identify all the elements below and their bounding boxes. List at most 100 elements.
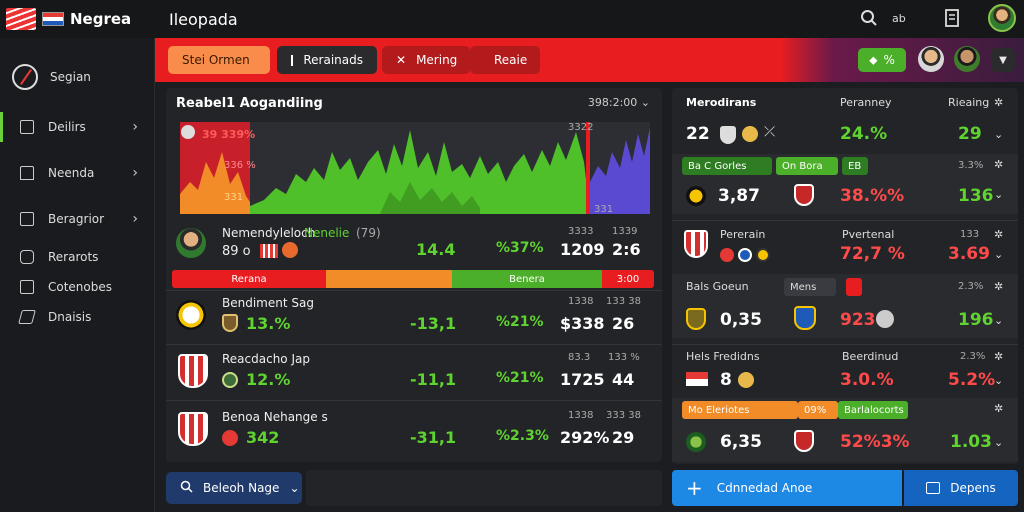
chevron-down-icon[interactable]: ⌄ (994, 248, 1004, 261)
row-name: Benoa Nehange s (222, 410, 328, 424)
chevron-down-icon[interactable]: ⌄ (994, 128, 1004, 141)
settings-icon[interactable]: ✲ (994, 280, 1004, 293)
right-row-value: 38.%% (840, 186, 905, 206)
club-crest-icon (794, 430, 814, 452)
brand-name: Negrea (70, 10, 132, 28)
chevron-down-icon[interactable]: ⌄ (994, 314, 1004, 327)
ribbon-button-mering[interactable]: ✕ Mering (382, 46, 470, 74)
chevron-right-icon: › (132, 119, 138, 135)
flag-icon (260, 244, 278, 258)
ribbon-button-reaie[interactable]: Reaie (470, 46, 540, 74)
chevron-right-icon: › (132, 165, 138, 181)
right-row-value: 52%3% (840, 432, 910, 452)
window-icon (291, 54, 294, 66)
row-sub: 342 (246, 428, 280, 447)
row-value-score: 29 (612, 428, 635, 447)
right-muted: 2.3% (960, 351, 986, 362)
settings-icon[interactable]: ✲ (994, 96, 1004, 109)
sidebar-item-dnaisis[interactable]: Dnaisis (0, 302, 154, 332)
right-row-value: 3.69 (948, 244, 990, 264)
chart-corner-label: 3322 (568, 122, 594, 133)
club-crest-icon (742, 126, 758, 142)
reports-button-label: Depens (950, 481, 996, 495)
activity-chart (180, 122, 650, 214)
reports-button[interactable]: Depens (904, 470, 1018, 506)
ribbon-avatar-2[interactable] (954, 46, 980, 72)
right-row-value: 24.% (840, 124, 888, 144)
search-icon (180, 480, 193, 496)
sidebar-item-neenda[interactable]: Neenda › (0, 150, 154, 196)
club-crest-icon (686, 186, 706, 206)
chart-marker (586, 122, 590, 214)
sidebar-item-label: Rerarots (48, 250, 99, 264)
column-header: Merodirans (686, 96, 757, 109)
row-muted: 1338 (568, 296, 594, 307)
settings-icon[interactable]: ✲ (994, 350, 1004, 363)
club-crest-icon (794, 184, 814, 206)
ribbon-button-primary[interactable]: Stei Ormen (168, 46, 270, 74)
sidebar-header[interactable]: Segian (0, 38, 154, 98)
ribbon-button-label: Rerainads (303, 53, 363, 67)
row-value-change: -31,1 (410, 428, 457, 447)
panel-time-selector[interactable]: 398:2:00 ⌄ (588, 96, 650, 109)
chevron-down-icon[interactable]: ⌄ (994, 188, 1004, 201)
divider (672, 344, 1018, 345)
chart-avatar-icon (181, 125, 195, 139)
document-icon[interactable] (944, 9, 960, 27)
right-block-label: Pvertenal (842, 228, 895, 241)
brand[interactable]: Negrea (0, 0, 155, 38)
right-block-label: Beerdinud (842, 350, 899, 363)
chevron-down-icon[interactable]: ▼ (991, 48, 1015, 72)
gallery-icon (926, 482, 941, 494)
flag-icon (686, 372, 708, 386)
settings-icon[interactable]: ✲ (994, 402, 1004, 415)
folder-icon (20, 280, 34, 294)
chevron-down-icon: ⌄ (640, 96, 650, 109)
search-dropdown[interactable]: Beleoh Nage ⌄ (166, 472, 302, 504)
settings-icon[interactable]: ✲ (994, 158, 1004, 171)
settings-icon[interactable]: ✲ (994, 228, 1004, 241)
status-chip: EB (842, 157, 868, 175)
segment-orange (326, 270, 452, 288)
chart-overlay-label: 39 339% (202, 128, 256, 141)
ribbon-avatar-1[interactable] (918, 46, 944, 72)
sidebar-header-label: Segian (50, 70, 91, 84)
sidebar-item-label: Neenda (48, 166, 95, 180)
chevron-down-icon[interactable]: ⌄ (994, 374, 1004, 387)
status-chip: Ba C Gorles (682, 157, 772, 175)
row-name: Reacdacho Jap (222, 352, 310, 366)
row-muted: 1338 (568, 410, 594, 421)
ribbon-toggle-green[interactable]: ⬥ % (858, 48, 906, 72)
sidebar-item-cotenobes[interactable]: Cotenobes (0, 272, 154, 302)
sidebar-item-deilirs[interactable]: Deilirs › (0, 104, 154, 150)
chart-overlay-label: 336 % (224, 160, 256, 171)
row-name: Bendiment Sag (222, 296, 314, 310)
row-sub: 89 o (222, 244, 251, 259)
language-icon[interactable]: ab (892, 10, 912, 26)
search-dropdown-label: Beleoh Nage (203, 481, 280, 495)
row-value-change: -11,1 (410, 370, 457, 389)
search-icon[interactable] (860, 9, 878, 27)
building-icon (20, 212, 34, 226)
ribbon-button-rerainads[interactable]: Rerainads (277, 46, 377, 74)
right-row-value: 923 (840, 310, 876, 330)
row-tag: (79) (356, 226, 381, 240)
segment-red: Rerana (172, 270, 326, 288)
divider (166, 344, 662, 345)
home-icon (20, 166, 34, 180)
user-avatar[interactable] (988, 4, 1016, 32)
column-header: Rieaing (948, 96, 990, 109)
main-footer (306, 470, 662, 506)
sidebar-item-rerarots[interactable]: Rerarots (0, 242, 154, 272)
row-value-change: -13,1 (410, 314, 457, 333)
add-button[interactable]: + Cdnnedad Anoe (672, 470, 902, 506)
chart-series-green (250, 130, 590, 214)
ribbon-button-label: Reaie (494, 53, 528, 67)
club-crest-icon (738, 372, 754, 388)
badge-icon (282, 242, 298, 258)
sidebar-item-label: Cotenobes (48, 280, 113, 294)
club-crest-icon (686, 308, 706, 330)
sidebar-item-beragrior[interactable]: Beragrior › (0, 196, 154, 242)
plus-icon: + (686, 476, 703, 500)
chevron-down-icon[interactable]: ⌄ (994, 436, 1004, 449)
